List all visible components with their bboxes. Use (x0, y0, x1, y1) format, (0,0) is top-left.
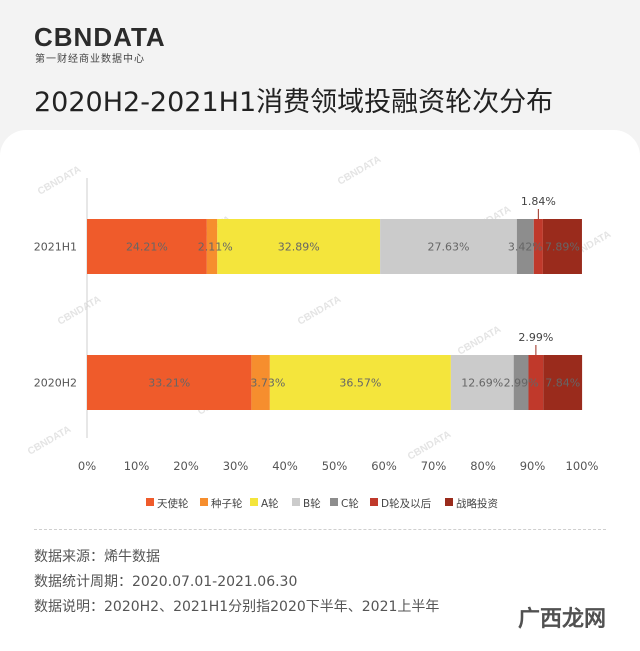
legend-label: C轮 (341, 497, 359, 510)
bar-segment (533, 219, 543, 274)
legend-label: 天使轮 (157, 497, 189, 510)
data-label: 36.57% (339, 377, 381, 390)
footer-period: 数据统计周期：2020.07.01-2021.06.30 (34, 574, 298, 590)
divider (34, 529, 606, 530)
bar-segment (528, 355, 544, 410)
x-tick-label: 20% (173, 459, 199, 473)
legend-swatch (250, 498, 258, 506)
background-watermark: CBNDATA (406, 429, 453, 463)
x-tick-label: 10% (124, 459, 150, 473)
footer-source: 数据来源：烯牛数据 (34, 549, 160, 565)
background-watermark: CBNDATA (56, 294, 103, 328)
bar-segment (217, 219, 381, 274)
legend-label: B轮 (303, 497, 321, 510)
legend-label: 种子轮 (211, 497, 243, 510)
bar-segment (251, 355, 270, 410)
x-tick-label: 40% (272, 459, 298, 473)
data-label: 2.99% (518, 331, 553, 344)
x-tick-label: 90% (520, 459, 546, 473)
legend-swatch (146, 498, 154, 506)
bar-segment (87, 219, 207, 274)
legend-label: D轮及以后 (381, 497, 431, 510)
legend-swatch (370, 498, 378, 506)
category-label: 2021H1 (34, 241, 77, 254)
legend-swatch (292, 498, 300, 506)
background-watermark: CBNDATA (36, 164, 83, 198)
brand-subtitle: 第一财经商业数据中心 (35, 54, 145, 65)
bar-segment (380, 219, 517, 274)
bar-segment (206, 219, 218, 274)
bar-segment (450, 355, 514, 410)
x-tick-label: 0% (78, 459, 96, 473)
x-tick-label: 50% (322, 459, 348, 473)
data-label: 7.89% (545, 241, 580, 254)
data-label: 1.84% (521, 195, 556, 208)
data-label: 12.69% (461, 377, 503, 390)
legend-label: 战略投资 (456, 497, 498, 510)
x-tick-label: 70% (421, 459, 447, 473)
bar-segment (516, 219, 534, 274)
x-tick-label: 100% (566, 459, 599, 473)
data-label: 3.42% (508, 241, 543, 254)
background-watermark: CBNDATA (336, 154, 383, 188)
x-tick-label: 30% (223, 459, 249, 473)
bar-segment (513, 355, 529, 410)
legend-swatch (330, 498, 338, 506)
data-label: 33.21% (148, 377, 190, 390)
legend-swatch (445, 498, 453, 506)
data-label: 2.99% (504, 377, 539, 390)
bar-segment (543, 355, 583, 410)
legend-swatch (200, 498, 208, 506)
legend-label: A轮 (261, 497, 279, 510)
data-label: 3.73% (250, 377, 285, 390)
background-watermark: CBNDATA (26, 424, 73, 458)
category-label: 2020H2 (34, 377, 77, 390)
data-label: 24.21% (126, 241, 168, 254)
background-watermark: CBNDATA (296, 294, 343, 328)
x-tick-label: 60% (371, 459, 397, 473)
corner-watermark: 广西龙网 (517, 607, 606, 632)
data-label: 2.11% (198, 241, 233, 254)
bar-segment (542, 219, 582, 274)
data-label: 27.63% (427, 241, 469, 254)
footer-note: 数据说明：2020H2、2021H1分别指2020下半年、2021上半年 (34, 599, 440, 615)
background-watermark: CBNDATA (456, 324, 503, 358)
bar-segment (87, 355, 252, 410)
x-tick-label: 80% (470, 459, 496, 473)
page-title: 2020H2-2021H1消费领域投融资轮次分布 (34, 87, 554, 118)
bar-segment (269, 355, 451, 410)
data-label: 32.89% (278, 241, 320, 254)
brand-logo: CBNDATA (34, 22, 166, 52)
data-label: 7.84% (545, 377, 580, 390)
